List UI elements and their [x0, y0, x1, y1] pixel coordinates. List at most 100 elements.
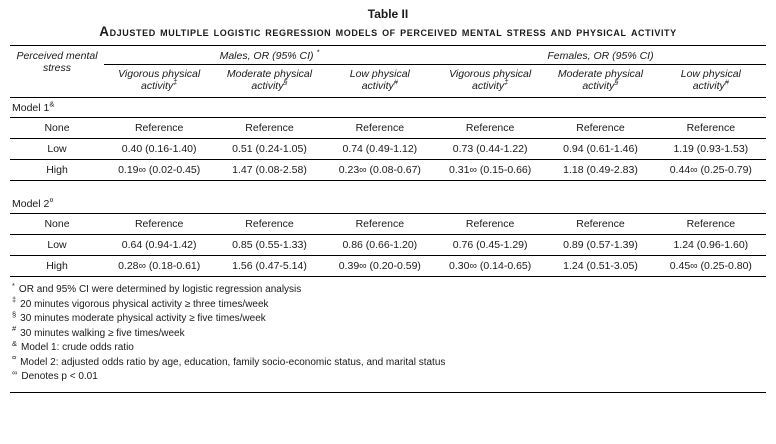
table-row: None Reference Reference Reference Refer…: [10, 213, 766, 235]
regression-table: Perceived mental stress Males, OR (95% C…: [10, 45, 766, 277]
row-label: Low: [10, 138, 104, 160]
footnote-marker: §: [12, 309, 17, 319]
group-label: Males, OR (95% CI): [219, 50, 314, 62]
table-cell: 0.31∞ (0.15-0.66): [434, 159, 546, 181]
footnote: & Model 1: crude odds ratio: [12, 338, 766, 356]
col-header-males-low: Low physical activity#: [324, 64, 435, 98]
table-cell: 0.89 (0.57-1.39): [545, 234, 656, 256]
table-cell: 1.24 (0.51-3.05): [545, 255, 656, 277]
col-header-females-low: Low physical activity#: [655, 64, 766, 98]
footnote-marker: *: [12, 280, 15, 290]
table-cell: 0.28∞ (0.18-0.61): [104, 255, 215, 277]
table-row: Low 0.40 (0.16-1.40) 0.51 (0.24-1.05) 0.…: [10, 138, 766, 160]
table-cell: 0.74 (0.49-1.12): [324, 138, 435, 160]
table-subtitle: Adjusted multiple logistic regression mo…: [99, 24, 677, 39]
table-cell: 0.94 (0.61-1.46): [545, 138, 656, 160]
footnote-text: 30 minutes moderate physical activity ≥ …: [20, 313, 266, 324]
table-cell: 0.51 (0.24-1.05): [214, 138, 325, 160]
table-cell: 0.40 (0.16-1.40): [104, 138, 215, 160]
footnote: ∞ Denotes p < 0.01: [12, 367, 766, 385]
subcolumn-label: Vigorous physical activity: [449, 68, 532, 92]
table-cell: Reference: [104, 117, 215, 139]
col-header-stub: Perceived mental stress: [10, 45, 104, 98]
section-spacer: [10, 181, 766, 195]
footnotes: * OR and 95% CI were determined by logist…: [10, 278, 766, 393]
subcolumn-label: Low physical activity: [349, 68, 410, 92]
col-group-males: Males, OR (95% CI) *: [104, 45, 435, 65]
footnote: ¤ Model 2: adjusted odds ratio by age, ed…: [12, 353, 766, 371]
table-cell: 1.47 (0.08-2.58): [214, 159, 325, 181]
section-label-cell: Model 1&: [10, 97, 766, 118]
table-cell: 0.86 (0.66-1.20): [324, 234, 435, 256]
section-label: Model 2: [12, 198, 50, 210]
subcolumn-label: Low physical activity: [680, 68, 741, 92]
table-cell: Reference: [434, 213, 546, 235]
footnote-text: 30 minutes walking ≥ five times/week: [20, 327, 185, 339]
footnote-marker: &: [49, 99, 55, 109]
footnote-marker: &: [12, 338, 18, 348]
section-row-model2: Model 2¤: [10, 194, 766, 214]
footnote-text: 20 minutes vigorous physical activity ≥ …: [20, 298, 269, 310]
footnote-marker: ‡: [12, 295, 17, 305]
table-cell: Reference: [324, 117, 435, 139]
table-cell: Reference: [545, 117, 656, 139]
footnote-marker: ∞: [12, 367, 18, 377]
table-cell: Reference: [545, 213, 656, 235]
table-number-title: Table II: [367, 7, 409, 21]
footnote-marker: ¤: [12, 353, 17, 363]
table-cell: 0.64 (0.94-1.42): [104, 234, 215, 256]
table-row: High 0.19∞ (0.02-0.45) 1.47 (0.08-2.58) …: [10, 159, 766, 181]
footnote: ‡ 20 minutes vigorous physical activity ≥…: [12, 295, 766, 313]
footnote-text: Model 1: crude odds ratio: [21, 342, 134, 353]
footnote-marker: #: [12, 324, 17, 334]
stub-label: Perceived mental stress: [16, 50, 98, 74]
row-label: None: [10, 117, 104, 139]
section-label-cell: Model 2¤: [10, 194, 766, 214]
footnote-text: OR and 95% CI were determined by logisti…: [18, 284, 302, 295]
footnote-marker: *: [316, 47, 320, 57]
row-label: None: [10, 213, 104, 235]
table-cell: 1.56 (0.47-5.14): [214, 255, 325, 277]
footnote-marker: #: [724, 77, 729, 87]
section-row-model1: Model 1&: [10, 97, 766, 118]
table-cell: 0.73 (0.44-1.22): [434, 138, 546, 160]
table-cell: 1.24 (0.96-1.60): [655, 234, 766, 256]
table-cell: 0.23∞ (0.08-0.67): [324, 159, 435, 181]
table-cell: 0.30∞ (0.14-0.65): [434, 255, 546, 277]
table-cell: Reference: [324, 213, 435, 235]
section-label: Model 1: [12, 102, 50, 114]
table-cell: 0.44∞ (0.25-0.79): [655, 159, 766, 181]
table-cell: 0.76 (0.45-1.29): [434, 234, 546, 256]
table-cell: Reference: [655, 213, 766, 235]
subcolumn-label: Moderate physical activity: [557, 68, 644, 92]
table-cell: 0.39∞ (0.20-0.59): [324, 255, 435, 277]
table-cell: 1.18 (0.49-2.83): [545, 159, 656, 181]
table-cell: 1.19 (0.93-1.53): [655, 138, 766, 160]
footnote: § 30 minutes moderate physical activity ≥…: [12, 309, 766, 327]
table-cell: 0.45∞ (0.25-0.80): [655, 255, 766, 277]
footnote-marker: ‡: [173, 77, 178, 87]
row-label: High: [10, 159, 104, 181]
footnote-text: Denotes p < 0.01: [21, 371, 98, 382]
footnote-marker: ‡: [504, 77, 509, 87]
table-row: High 0.28∞ (0.18-0.61) 1.56 (0.47-5.14) …: [10, 255, 766, 277]
footnote: * OR and 95% CI were determined by logist…: [12, 280, 766, 298]
table-cell: Reference: [214, 117, 325, 139]
col-header-females-vigorous: Vigorous physical activity‡: [434, 64, 546, 98]
table-row: Low 0.64 (0.94-1.42) 0.85 (0.55-1.33) 0.…: [10, 234, 766, 256]
table-cell: Reference: [434, 117, 546, 139]
footnote-text: Model 2: adjusted odds ratio by age, edu…: [20, 356, 446, 368]
table-cell: 0.19∞ (0.02-0.45): [104, 159, 215, 181]
group-label: Females, OR (95% CI): [547, 50, 654, 62]
table-row: None Reference Reference Reference Refer…: [10, 117, 766, 139]
col-header-males-moderate: Moderate physical activity§: [214, 64, 325, 98]
header-group-row: Perceived mental stress Males, OR (95% C…: [10, 45, 766, 98]
footnote: #30 minutes walking ≥ five times/week: [12, 324, 766, 342]
footnote-marker: ¤: [49, 195, 54, 205]
col-header-males-vigorous: Vigorous physical activity‡: [104, 64, 215, 98]
row-label: High: [10, 255, 104, 277]
table-cell: Reference: [214, 213, 325, 235]
table-cell: 0.85 (0.55-1.33): [214, 234, 325, 256]
row-label: Low: [10, 234, 104, 256]
